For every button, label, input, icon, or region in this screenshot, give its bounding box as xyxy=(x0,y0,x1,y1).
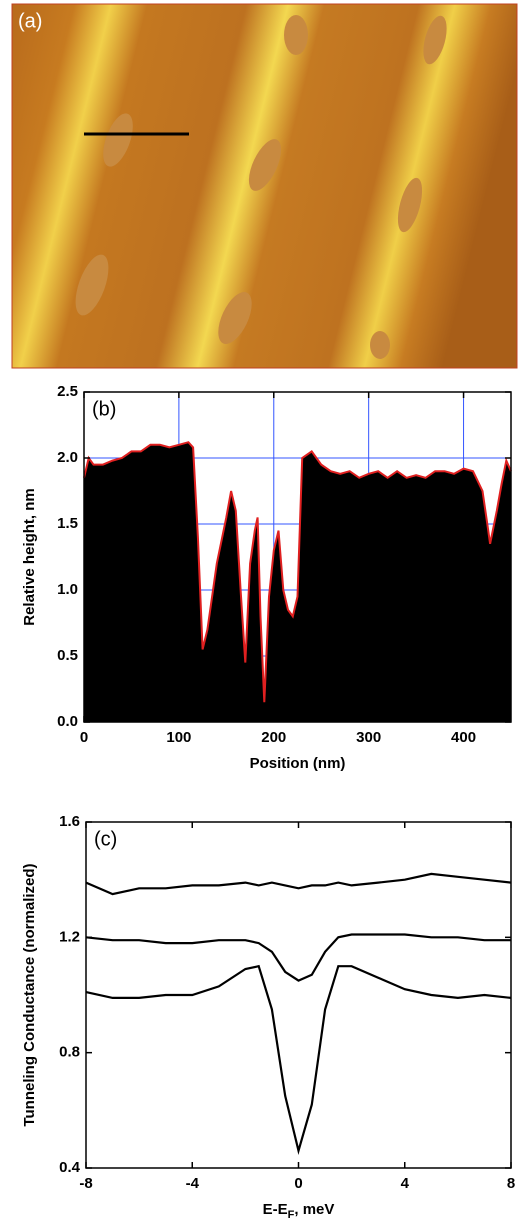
y-axis-label: Tunneling Conductance (normalized) xyxy=(21,863,38,1126)
line xyxy=(85,933,511,982)
x-tick-label: 4 xyxy=(401,1175,410,1192)
island xyxy=(397,177,423,233)
y-tick-label: 0.0 xyxy=(57,713,78,730)
island xyxy=(75,254,109,316)
x-tick-label: 400 xyxy=(451,729,476,746)
panel-label: (c) xyxy=(94,828,117,850)
y-tick-label: 1.5 xyxy=(57,515,78,532)
island xyxy=(218,292,252,344)
island xyxy=(103,113,133,167)
stm-image: (a) xyxy=(11,3,518,369)
island xyxy=(423,15,447,65)
y-tick-label: 0.5 xyxy=(57,647,78,664)
x-axis-label: E-EF, meV xyxy=(263,1201,335,1221)
island xyxy=(370,331,390,359)
y-tick-label: 2.0 xyxy=(57,449,78,466)
y-tick-label: 1.6 xyxy=(59,813,80,830)
x-tick-label: -4 xyxy=(186,1175,200,1192)
island xyxy=(248,139,282,191)
line xyxy=(85,964,512,1155)
x-tick-label: -8 xyxy=(79,1175,92,1192)
x-tick-label: 300 xyxy=(356,729,381,746)
x-axis-label-main: E-E xyxy=(263,1201,288,1218)
x-axis-label: Position (nm) xyxy=(250,755,346,772)
x-tick-label: 0 xyxy=(294,1175,302,1192)
x-axis-label-suffix: , meV xyxy=(294,1201,334,1218)
area-edge xyxy=(83,441,512,703)
panel-label: (a) xyxy=(18,10,42,32)
y-tick-label: 1.0 xyxy=(57,581,78,598)
y-tick-label: 0.4 xyxy=(59,1159,81,1176)
x-tick-label: 100 xyxy=(166,729,191,746)
panel-label: (b) xyxy=(92,398,116,420)
y-tick-label: 2.5 xyxy=(57,383,78,400)
x-tick-label: 8 xyxy=(507,1175,515,1192)
x-axis-label-sub: F xyxy=(288,1209,295,1221)
island xyxy=(284,15,308,55)
y-tick-label: 1.2 xyxy=(59,928,80,945)
y-axis-label: Relative height, nm xyxy=(21,488,38,626)
x-tick-label: 0 xyxy=(80,729,88,746)
plot-frame xyxy=(85,821,512,1169)
x-tick-label: 200 xyxy=(261,729,286,746)
plot-frame xyxy=(83,391,512,723)
line xyxy=(85,872,512,896)
y-tick-label: 0.8 xyxy=(59,1044,80,1061)
area xyxy=(84,442,511,722)
